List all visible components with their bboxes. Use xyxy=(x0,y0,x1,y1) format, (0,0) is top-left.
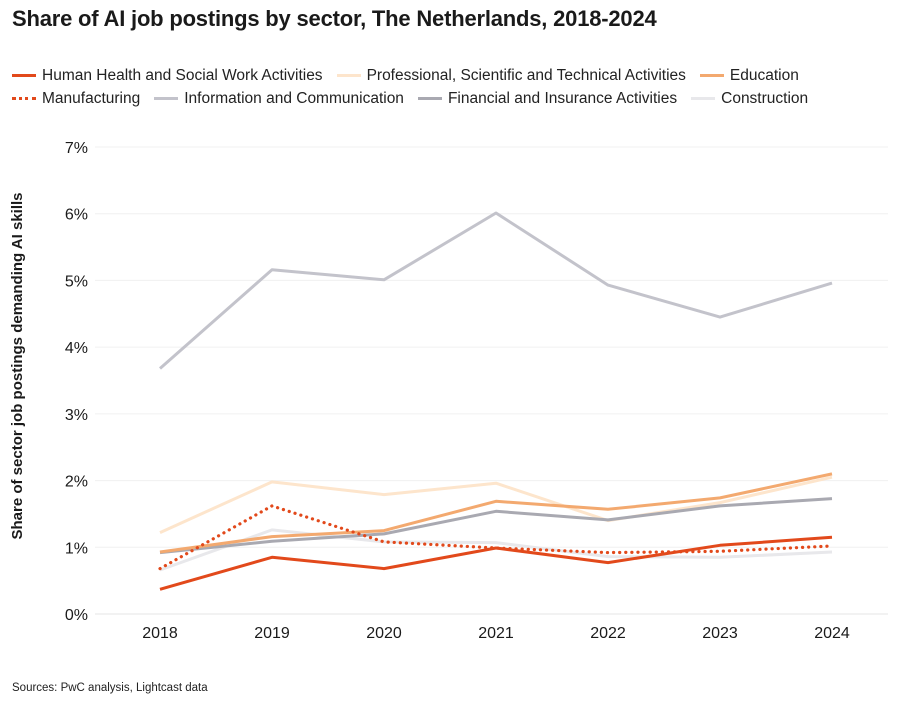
legend-label: Information and Communication xyxy=(184,89,404,107)
x-tick-label: 2018 xyxy=(142,625,178,642)
series-lines xyxy=(158,211,834,591)
legend-swatch xyxy=(12,97,36,100)
legend-swatch xyxy=(699,74,724,77)
x-tick-label: 2021 xyxy=(478,625,514,642)
y-tick-label: 5% xyxy=(65,273,88,290)
series-line-information-and-communication xyxy=(159,211,833,370)
legend-item-professional-scientific-and-technical-activities: Professional, Scientific and Technical A… xyxy=(336,66,686,85)
legend-item-financial-and-insurance-activities: Financial and Insurance Activities xyxy=(417,89,678,108)
legend-item-manufacturing: Manufacturing xyxy=(12,90,140,108)
y-tick-label: 1% xyxy=(65,540,88,557)
series-line-manufacturing xyxy=(158,504,834,571)
legend-swatch xyxy=(417,97,442,100)
legend-row: Human Health and Social Work Activities P… xyxy=(12,64,892,87)
legend-swatch xyxy=(154,97,179,100)
y-tick-label: 4% xyxy=(65,340,88,357)
legend-item-information-and-communication: Information and Communication xyxy=(154,90,404,108)
legend-label: Human Health and Social Work Activities xyxy=(42,66,323,84)
y-axis-ticks: 0% 1% 2% 3% 4% 5% 6% 7% xyxy=(65,140,88,624)
legend: Human Health and Social Work Activities P… xyxy=(12,64,892,110)
legend-label: Education xyxy=(729,66,799,84)
legend-item-human-health-and-social-work-activities: Human Health and Social Work Activities xyxy=(12,67,323,85)
y-tick-label: 3% xyxy=(65,407,88,424)
legend-label: Financial and Insurance Activities xyxy=(447,89,678,107)
series-line-education xyxy=(159,472,833,554)
legend-swatch xyxy=(336,74,361,77)
legend-item-education: Education xyxy=(699,66,799,85)
y-tick-label: 7% xyxy=(65,140,88,157)
y-tick-label: 6% xyxy=(65,207,88,224)
legend-label: Professional, Scientific and Technical A… xyxy=(366,66,686,84)
series-line-professional-scientific-and-technical-activities xyxy=(159,475,833,534)
legend-row: Manufacturing Information and Communicati… xyxy=(12,87,892,110)
legend-swatch xyxy=(12,74,36,77)
series-line-financial-and-insurance-activities xyxy=(159,497,833,555)
x-axis-ticks: 2018 2019 2020 2021 2022 2023 2024 xyxy=(142,625,850,642)
legend-swatch xyxy=(691,97,716,100)
y-tick-label: 2% xyxy=(65,474,88,491)
x-tick-label: 2023 xyxy=(702,625,738,642)
y-axis-label: Share of sector job postings demanding A… xyxy=(9,192,26,539)
y-tick-label: 0% xyxy=(65,607,88,624)
legend-label: Manufacturing xyxy=(42,89,141,107)
series-line-human-health-and-social-work-activities xyxy=(159,535,833,591)
x-tick-label: 2022 xyxy=(590,625,626,642)
legend-item-construction: Construction xyxy=(691,90,808,108)
legend-label: Construction xyxy=(721,89,809,107)
x-tick-label: 2020 xyxy=(366,625,402,642)
x-tick-label: 2024 xyxy=(814,625,850,642)
chart-title: Share of AI job postings by sector, The … xyxy=(12,6,657,31)
series-line-construction xyxy=(159,528,833,572)
source-note: Sources: PwC analysis, Lightcast data xyxy=(12,682,208,694)
x-tick-label: 2019 xyxy=(254,625,290,642)
